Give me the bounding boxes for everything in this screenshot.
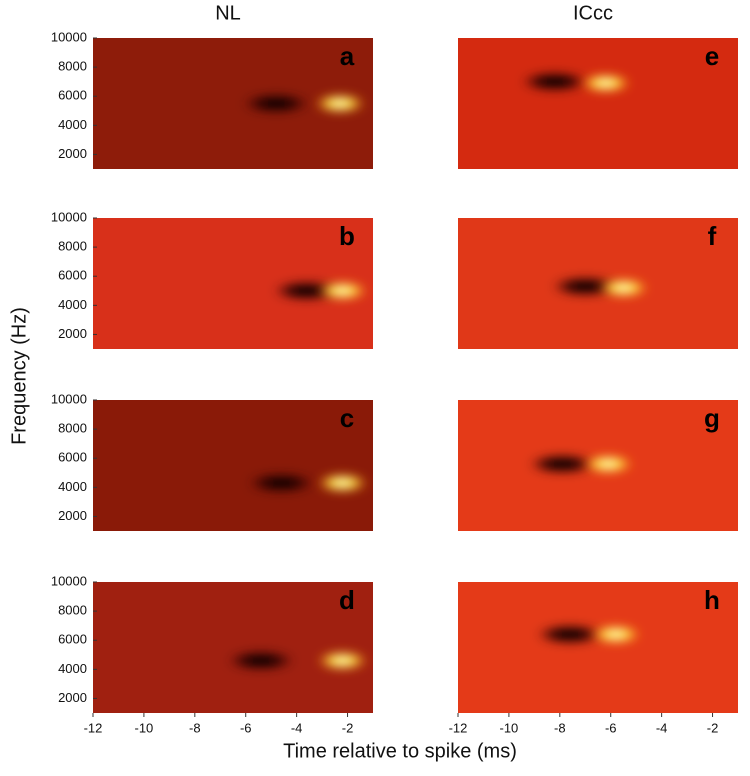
panel-letter: f (708, 221, 717, 251)
inhibitory-spot (528, 454, 597, 475)
y-tick-label: 4000 (58, 117, 87, 132)
x-tick-label: -10 (135, 720, 154, 735)
inhibitory-spot (520, 71, 589, 92)
y-tick-label: 2000 (58, 326, 87, 341)
inhibitory-spot (242, 93, 311, 114)
y-tick-label: 6000 (58, 632, 87, 647)
x-tick-label: -4 (291, 720, 303, 735)
x-tick-label: -2 (342, 720, 354, 735)
panel (458, 582, 738, 713)
x-tick-label: -6 (605, 720, 617, 735)
panel-letter: g (704, 403, 720, 433)
inhibitory-spot (536, 624, 604, 645)
panel-background (458, 582, 738, 713)
y-tick-label: 10000 (51, 209, 87, 224)
inhibitory-spot (247, 472, 316, 493)
excitatory-spot (313, 93, 366, 114)
excitatory-spot (579, 73, 632, 94)
x-tick-label: -10 (500, 720, 519, 735)
x-tick-label: -8 (554, 720, 566, 735)
y-tick-label: 2000 (58, 146, 87, 161)
y-tick-label: 8000 (58, 603, 87, 618)
y-tick-label: 10000 (51, 391, 87, 406)
panel (93, 400, 373, 531)
x-tick-label: -8 (189, 720, 201, 735)
y-tick-label: 6000 (58, 268, 87, 283)
column-title: ICcc (573, 2, 613, 24)
panel (93, 582, 373, 713)
y-axis-label: Frequency (Hz) (8, 307, 30, 445)
y-tick-label: 8000 (58, 239, 87, 254)
panel-letter: d (339, 585, 355, 615)
excitatory-spot (589, 624, 642, 645)
y-tick-label: 10000 (51, 29, 87, 44)
panel-background (93, 400, 373, 531)
y-tick-label: 10000 (51, 573, 87, 588)
y-tick-label: 4000 (58, 479, 87, 494)
excitatory-spot (582, 454, 635, 475)
panel (458, 38, 738, 169)
inhibitory-spot (227, 650, 295, 671)
panel-letter: b (339, 221, 355, 251)
excitatory-spot (316, 472, 369, 493)
panel (458, 218, 738, 349)
panel-background (458, 38, 738, 169)
y-tick-label: 4000 (58, 661, 87, 676)
excitatory-spot (316, 280, 369, 301)
x-tick-label: -12 (449, 720, 468, 735)
x-axis-label: Time relative to spike (ms) (283, 740, 517, 762)
panel (93, 38, 373, 169)
panel-letter: a (340, 41, 355, 71)
x-tick-label: -6 (240, 720, 252, 735)
x-tick-label: -4 (656, 720, 668, 735)
column-title: NL (215, 2, 241, 24)
y-tick-label: 6000 (58, 450, 87, 465)
panel-letter: h (704, 585, 720, 615)
panel (458, 400, 738, 531)
panel-background (93, 582, 373, 713)
panel (93, 218, 373, 349)
y-tick-label: 2000 (58, 508, 87, 523)
y-tick-label: 8000 (58, 421, 87, 436)
panel-letter: e (705, 41, 719, 71)
y-tick-label: 6000 (58, 88, 87, 103)
y-tick-label: 4000 (58, 297, 87, 312)
excitatory-spot (597, 277, 650, 298)
y-tick-label: 8000 (58, 59, 87, 74)
excitatory-spot (316, 650, 369, 671)
y-tick-label: 2000 (58, 690, 87, 705)
x-tick-label: -2 (707, 720, 719, 735)
panel-letter: c (340, 403, 354, 433)
x-tick-label: -12 (84, 720, 103, 735)
